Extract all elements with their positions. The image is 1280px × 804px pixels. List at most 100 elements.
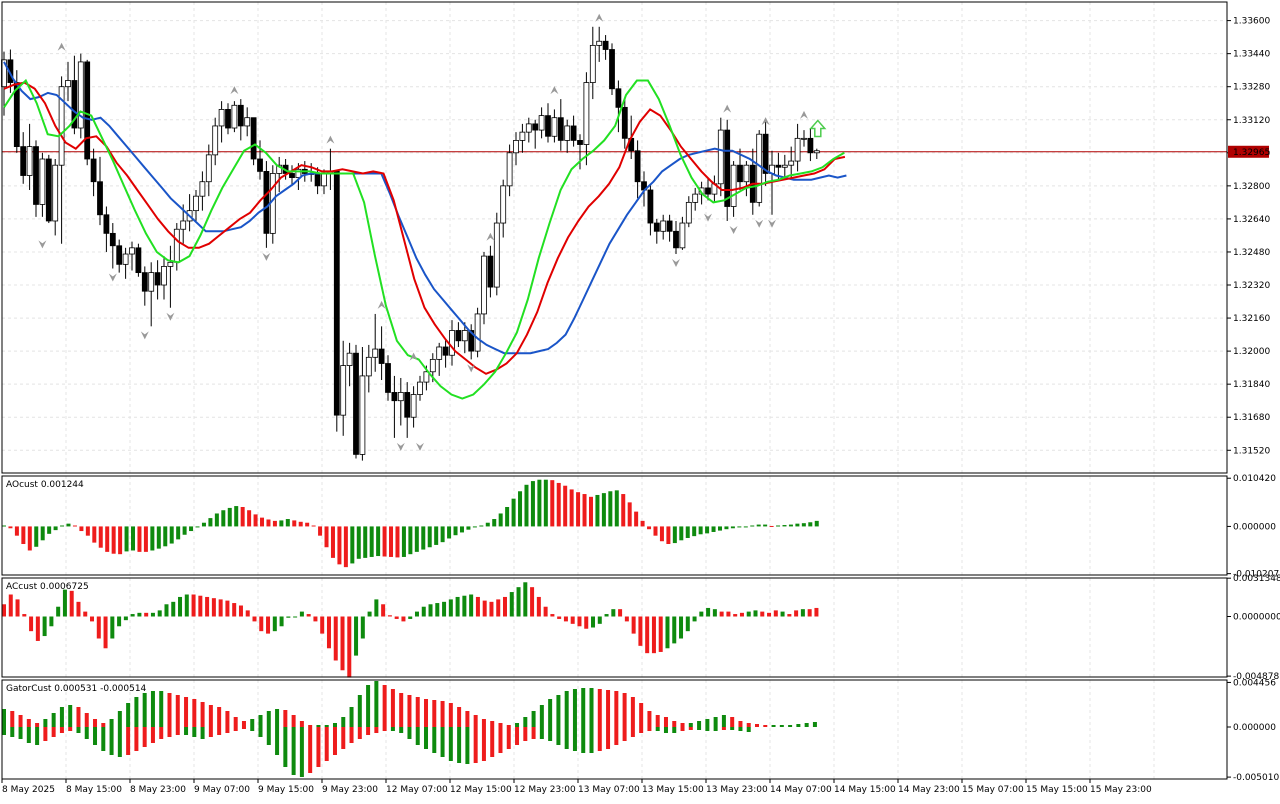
- gator-upper-bar: [779, 725, 784, 727]
- price-tick-label: 1.32480: [1233, 248, 1270, 258]
- histogram-bar: [198, 595, 203, 617]
- histogram-bar: [105, 526, 110, 552]
- candle-body: [173, 228, 180, 263]
- gator-lower-bar: [68, 727, 73, 731]
- candle-body: [161, 266, 167, 286]
- histogram-bar: [266, 616, 271, 634]
- candle: [193, 189, 199, 224]
- panel-frame: [1, 679, 1228, 780]
- candle-body: [109, 232, 116, 247]
- candle: [122, 247, 129, 279]
- candle: [257, 140, 263, 180]
- gator-upper-bar: [804, 723, 809, 727]
- candle-body: [397, 392, 404, 402]
- gator-lower-bar: [324, 727, 329, 761]
- gator-lower-bar: [597, 727, 602, 751]
- histogram-bar: [2, 525, 6, 527]
- candle: [26, 123, 33, 190]
- histogram-bar: [225, 600, 230, 617]
- histogram-bar: [85, 526, 90, 536]
- candle: [436, 342, 443, 376]
- candle-body: [333, 170, 340, 416]
- time-tick-label: 15 May 07:00: [962, 785, 1024, 795]
- histogram-bar: [299, 611, 304, 617]
- candle: [602, 35, 609, 60]
- price-tick-label: 1.33600: [1233, 17, 1270, 27]
- candle: [538, 107, 545, 139]
- candle-body: [353, 352, 359, 455]
- histogram-bar: [485, 522, 490, 527]
- gator-upper-bar: [597, 689, 602, 727]
- panel-frame: [1, 577, 1228, 678]
- gator-upper-bar: [672, 721, 677, 727]
- candle: [161, 256, 167, 300]
- candle: [513, 132, 519, 166]
- candle-body: [378, 348, 385, 364]
- histogram-bar: [157, 610, 162, 617]
- histogram-bar: [62, 589, 67, 617]
- candle: [52, 159, 59, 236]
- candle-body: [685, 201, 692, 224]
- histogram-bar: [428, 604, 433, 617]
- histogram-bar: [69, 590, 74, 617]
- alligator-lips-line: [3, 78, 845, 400]
- histogram-bar: [601, 493, 606, 527]
- histogram-bar: [22, 614, 27, 617]
- histogram-bar: [624, 616, 629, 622]
- gator-lower-bar: [316, 727, 321, 767]
- candle: [583, 72, 590, 166]
- candle-body: [583, 82, 590, 145]
- candle-body: [199, 181, 206, 197]
- histogram-bar: [131, 526, 136, 551]
- histogram-bar: [455, 596, 460, 617]
- histogram-bar: [756, 524, 761, 527]
- candle-body: [154, 272, 161, 286]
- fractal-up-arrow: [409, 352, 418, 361]
- candle-body: [289, 173, 295, 178]
- gator-upper-bar: [250, 719, 255, 727]
- candle: [410, 386, 417, 428]
- histogram-bar: [577, 616, 582, 627]
- candle: [346, 342, 353, 387]
- gator-lower-bar: [332, 727, 337, 755]
- candle: [621, 99, 628, 149]
- histogram-bar: [634, 511, 639, 527]
- fractal-down-arrow: [396, 442, 405, 451]
- candle: [417, 375, 423, 401]
- gator-upper-bar: [407, 695, 412, 727]
- indicator-panel-aocust: 0.010420 0.000000 -0.010207 AOcust 0.001244: [2, 474, 1279, 580]
- candle: [359, 346, 366, 461]
- histogram-bar: [266, 519, 271, 527]
- histogram-bar: [245, 610, 250, 617]
- histogram-bar: [434, 526, 439, 545]
- gator-lower-bar: [192, 727, 197, 737]
- gator-lower-bar: [10, 727, 15, 737]
- candle-body: [602, 40, 609, 50]
- histogram-bar: [773, 610, 778, 617]
- indicator-label: AOcust 0.001244: [6, 480, 84, 490]
- histogram-bar: [293, 616, 298, 618]
- gator-lower-bar: [639, 727, 644, 733]
- candle-body: [97, 181, 103, 216]
- gator-upper-bar: [564, 691, 569, 727]
- gator-upper-bar: [275, 709, 280, 727]
- indicator-tick-label: -0.005010: [1233, 773, 1279, 783]
- histogram-bar: [49, 616, 54, 627]
- candle-body: [737, 164, 743, 183]
- candle-body: [193, 195, 199, 212]
- gator-upper-bar: [316, 725, 321, 727]
- candle-body: [621, 106, 628, 139]
- candle: [564, 119, 571, 153]
- histogram-bar: [498, 513, 503, 527]
- indicator-label: GatorCust 0.000531 -0.000514: [6, 684, 147, 694]
- candle: [391, 375, 398, 438]
- histogram-bar: [205, 596, 210, 617]
- histogram-bar: [40, 526, 45, 541]
- candle-body: [762, 133, 769, 174]
- histogram-bar: [685, 616, 690, 632]
- histogram-bar: [440, 526, 445, 543]
- gator-upper-bar: [84, 713, 89, 727]
- candle-body: [84, 61, 91, 160]
